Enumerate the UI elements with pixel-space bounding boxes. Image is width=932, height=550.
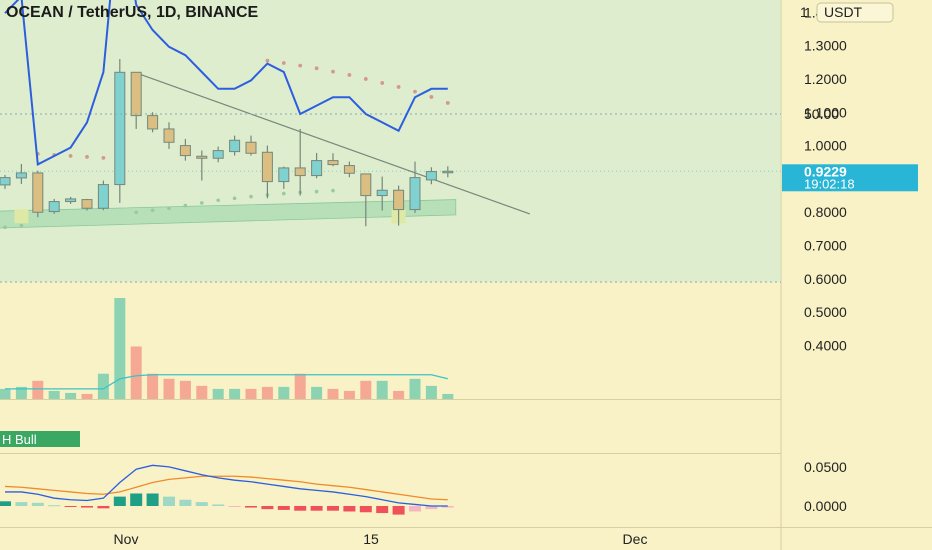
- macd-histogram-bar: [245, 506, 257, 508]
- time-tick-label: Dec: [623, 531, 648, 547]
- macd-histogram-bar: [425, 506, 438, 510]
- price-tick-label: 1.3000: [804, 38, 847, 54]
- volume-bar: [32, 380, 44, 399]
- volume-bar: [393, 390, 405, 399]
- macd-histogram-bar: [64, 506, 77, 507]
- macd-histogram-bar: [359, 506, 372, 513]
- price-tick-label: 1.1000: [804, 104, 847, 120]
- volume-bar: [147, 373, 159, 399]
- scale-marker: 1: [800, 4, 808, 20]
- macd-histogram-bar: [81, 506, 93, 508]
- rsi-band: [0, 0, 781, 282]
- volume-bar: [294, 373, 306, 399]
- price-tag-value: 0.9229: [804, 163, 847, 179]
- indicator-label-bg: [0, 431, 80, 447]
- macd-histogram-bar: [277, 506, 290, 510]
- macd-tick-label: 0.0000: [804, 498, 847, 514]
- volume-bar: [409, 378, 421, 399]
- macd-histogram-bar: [261, 506, 274, 510]
- price-tick-label: 0.6000: [804, 271, 847, 287]
- macd-histogram-bar: [48, 505, 61, 507]
- currency-button-label[interactable]: USDT: [824, 4, 863, 20]
- macd-signal-line: [4, 475, 448, 501]
- rsi-pane: H Bull: [0, 0, 781, 447]
- volume-bar: [163, 378, 175, 399]
- macd-histogram-bar: [0, 501, 11, 506]
- currency-button-bg[interactable]: [816, 2, 894, 23]
- macd-histogram-bar: [376, 506, 389, 514]
- macd-histogram-bar: [31, 502, 44, 506]
- volume-bar: [212, 388, 224, 399]
- volume-bar: [311, 386, 323, 399]
- price-tag-countdown: 19:02:18: [804, 176, 855, 191]
- volume-bar: [130, 346, 142, 399]
- macd-histogram-bar: [163, 496, 175, 506]
- macd-line: [5, 464, 448, 507]
- volume-bar: [278, 386, 290, 399]
- macd-histogram-bar: [441, 506, 454, 508]
- currency-button[interactable]: USDT: [816, 2, 894, 23]
- volume-bar: [15, 386, 27, 399]
- macd-histogram-bar: [195, 502, 208, 506]
- macd-pane: [0, 464, 454, 515]
- price-tick-label: 0.7000: [804, 238, 847, 254]
- price-tag-bg: [782, 164, 918, 192]
- macd-histogram-bar: [327, 506, 339, 511]
- price-tick-label: 1.2000: [804, 71, 847, 87]
- volume-bar: [360, 380, 372, 399]
- price-tick-label: 0.4000: [804, 338, 847, 354]
- macd-histogram-bar: [392, 506, 405, 515]
- price-tick-label: 0.8000: [804, 204, 847, 220]
- chart-header: OCEAN / TetherUS, 1D, BINANCE: [6, 4, 259, 21]
- macd-histogram-bar: [179, 499, 192, 506]
- volume-bar: [442, 393, 454, 399]
- macd-histogram-bar: [212, 504, 225, 506]
- volume-bar: [376, 380, 388, 399]
- indicator-label-text: H Bull: [2, 432, 37, 447]
- volume-bar: [245, 388, 257, 399]
- volume-bar: [0, 388, 11, 399]
- macd-tick-label: 0.0500: [804, 459, 847, 475]
- volume-average-line: [5, 374, 448, 390]
- macd-histogram-bar: [310, 506, 323, 511]
- volume-bar: [261, 386, 273, 399]
- macd-histogram-bar: [343, 506, 356, 512]
- volume-bar: [229, 388, 241, 399]
- price-tick-label: 1.0000: [804, 138, 847, 154]
- time-axis: Nov 15 Dec: [114, 531, 648, 547]
- price-axis: 1.40001.30001.20001.10001.00000.80000.70…: [782, 2, 918, 514]
- volume-pane: [0, 298, 454, 399]
- volume-bar: [81, 393, 93, 399]
- macd-histogram-bar: [294, 506, 307, 511]
- volume-bar: [65, 392, 77, 399]
- volume-bar: [114, 298, 126, 399]
- chart-title: OCEAN / TetherUS, 1D, BINANCE: [6, 4, 259, 21]
- indicator-label: H Bull: [0, 431, 80, 447]
- volume-bar: [343, 390, 355, 399]
- rsi-line: [4, 0, 448, 166]
- macd-histogram-bar: [97, 506, 110, 509]
- time-tick-label: 15: [363, 531, 379, 547]
- volume-bar: [179, 380, 191, 399]
- macd-histogram-bar: [146, 493, 159, 506]
- time-tick-label: Nov: [114, 531, 139, 547]
- volume-bar: [97, 373, 109, 399]
- volume-bar: [425, 385, 437, 399]
- macd-histogram-bar: [130, 493, 143, 506]
- volume-bar: [196, 385, 208, 399]
- price-tick-label: 0.5000: [804, 304, 847, 320]
- macd-histogram-bar: [409, 506, 421, 512]
- volume-bar: [48, 390, 60, 399]
- macd-histogram-bar: [113, 496, 126, 506]
- volume-bar: [327, 388, 339, 399]
- macd-histogram-bar: [228, 506, 241, 507]
- rsi-tick-label: 50.00: [804, 106, 839, 122]
- macd-histogram-bar: [15, 502, 28, 506]
